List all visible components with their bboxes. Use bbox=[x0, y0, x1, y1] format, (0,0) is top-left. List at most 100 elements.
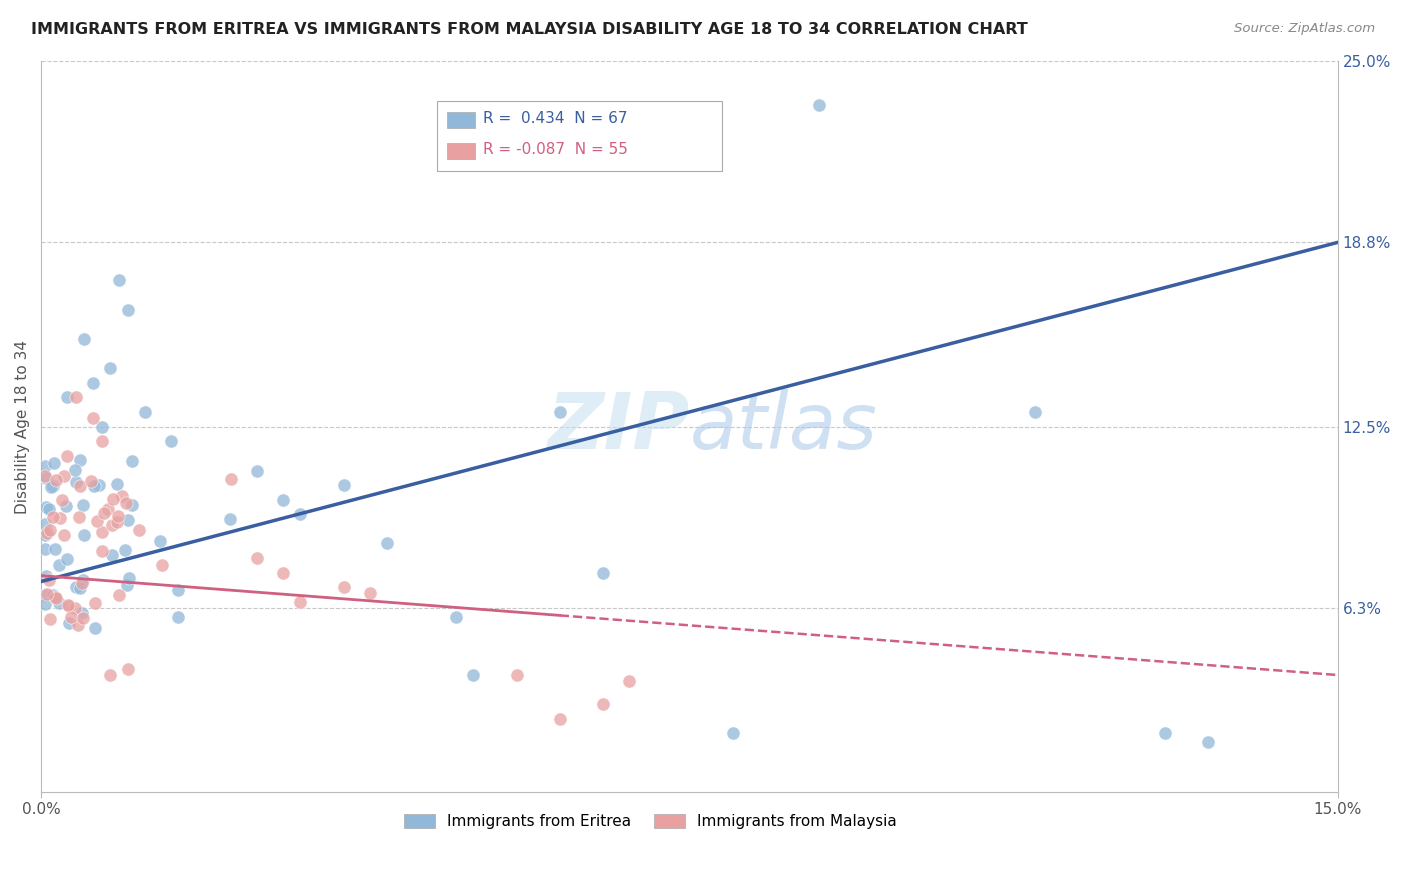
Point bbox=[45, 591, 67, 605]
Point bbox=[48, 511, 70, 525]
Point bbox=[617, 673, 640, 688]
Point bbox=[56, 552, 79, 566]
Point bbox=[1154, 726, 1177, 740]
Point bbox=[117, 512, 139, 526]
Point bbox=[128, 523, 150, 537]
Point bbox=[134, 405, 156, 419]
Point bbox=[34, 516, 56, 531]
Bar bbox=[447, 143, 475, 159]
Point bbox=[34, 589, 56, 603]
Point bbox=[107, 589, 129, 603]
Point bbox=[105, 477, 128, 491]
Point bbox=[34, 597, 56, 611]
Point bbox=[39, 612, 62, 626]
Point bbox=[66, 618, 89, 632]
Point bbox=[58, 599, 80, 614]
Point bbox=[83, 621, 105, 635]
Point bbox=[115, 496, 138, 510]
Point bbox=[150, 558, 173, 572]
Point bbox=[82, 410, 104, 425]
Point bbox=[38, 523, 60, 537]
Point bbox=[98, 668, 121, 682]
Point bbox=[219, 511, 242, 525]
Point bbox=[69, 453, 91, 467]
Point bbox=[548, 712, 571, 726]
Point bbox=[65, 580, 87, 594]
Point bbox=[548, 405, 571, 419]
Point bbox=[121, 498, 143, 512]
Point bbox=[290, 595, 312, 609]
Point bbox=[246, 464, 269, 478]
Point bbox=[38, 573, 60, 587]
Point bbox=[87, 477, 110, 491]
Point bbox=[35, 569, 58, 583]
Text: Source: ZipAtlas.com: Source: ZipAtlas.com bbox=[1234, 22, 1375, 36]
Point bbox=[592, 698, 614, 712]
Point bbox=[69, 582, 91, 596]
Point bbox=[55, 499, 77, 513]
Point bbox=[159, 434, 181, 449]
Point bbox=[34, 459, 56, 474]
Point bbox=[115, 578, 138, 592]
Point bbox=[34, 528, 56, 542]
Point bbox=[72, 498, 94, 512]
Point bbox=[42, 456, 65, 470]
Point bbox=[290, 508, 312, 522]
Point bbox=[219, 472, 242, 486]
Point bbox=[91, 524, 114, 539]
Point bbox=[56, 390, 79, 404]
Point bbox=[103, 492, 125, 507]
Bar bbox=[447, 112, 475, 128]
Point bbox=[83, 479, 105, 493]
Point bbox=[463, 668, 485, 682]
Point bbox=[118, 571, 141, 585]
Point bbox=[90, 434, 112, 449]
Point bbox=[271, 566, 294, 580]
Point bbox=[45, 473, 67, 487]
Text: R =  0.434  N = 67: R = 0.434 N = 67 bbox=[484, 111, 627, 126]
Point bbox=[58, 615, 80, 630]
Point bbox=[56, 449, 79, 463]
Point bbox=[34, 542, 56, 557]
Point bbox=[72, 611, 94, 625]
Point bbox=[56, 598, 79, 612]
Point bbox=[79, 474, 101, 488]
Point bbox=[90, 419, 112, 434]
Point bbox=[84, 596, 107, 610]
Point bbox=[149, 533, 172, 548]
Point bbox=[70, 606, 93, 620]
Point bbox=[70, 576, 93, 591]
Point bbox=[72, 573, 94, 587]
Point bbox=[35, 587, 58, 601]
Point bbox=[52, 468, 75, 483]
Point bbox=[1024, 405, 1046, 419]
Point bbox=[117, 662, 139, 676]
Point bbox=[105, 515, 128, 529]
Point bbox=[107, 509, 129, 524]
Point bbox=[44, 590, 66, 604]
Point bbox=[63, 463, 86, 477]
Point bbox=[48, 558, 70, 572]
Point bbox=[73, 332, 96, 346]
Point bbox=[73, 528, 96, 542]
Point bbox=[359, 586, 381, 600]
Point bbox=[101, 518, 124, 533]
Point bbox=[167, 610, 190, 624]
Point bbox=[59, 610, 82, 624]
Legend: Immigrants from Eritrea, Immigrants from Malaysia: Immigrants from Eritrea, Immigrants from… bbox=[398, 808, 903, 836]
Point bbox=[117, 302, 139, 317]
Point bbox=[808, 98, 831, 112]
Point bbox=[39, 480, 62, 494]
Point bbox=[35, 526, 58, 541]
Point bbox=[42, 510, 65, 524]
Point bbox=[167, 582, 190, 597]
Point bbox=[51, 492, 73, 507]
Point bbox=[86, 514, 108, 528]
Text: atlas: atlas bbox=[689, 389, 877, 465]
Point bbox=[35, 471, 58, 485]
Point bbox=[101, 548, 124, 562]
Text: IMMIGRANTS FROM ERITREA VS IMMIGRANTS FROM MALAYSIA DISABILITY AGE 18 TO 34 CORR: IMMIGRANTS FROM ERITREA VS IMMIGRANTS FR… bbox=[31, 22, 1028, 37]
Point bbox=[52, 527, 75, 541]
Point bbox=[63, 601, 86, 615]
FancyBboxPatch shape bbox=[437, 102, 721, 170]
